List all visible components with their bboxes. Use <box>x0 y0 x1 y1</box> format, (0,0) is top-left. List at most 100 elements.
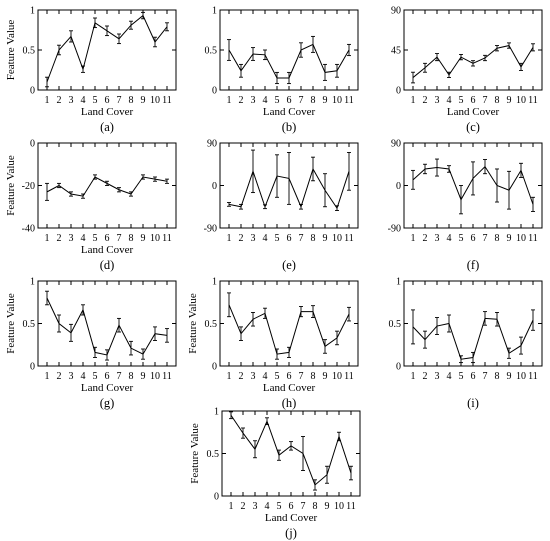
y-tick-label: 1 <box>30 6 35 17</box>
error-bar-11 <box>531 43 535 52</box>
x-tick-label: 9 <box>325 501 330 512</box>
x-tick-label: 4 <box>263 233 268 244</box>
x-tick-label: 7 <box>299 95 304 106</box>
y-axis-label: Feature Value <box>189 423 201 484</box>
x-tick-label: 4 <box>447 95 452 106</box>
y-tick-label: 0 <box>212 362 217 373</box>
error-bar-4 <box>447 71 451 79</box>
error-bar-4 <box>81 193 85 199</box>
x-tick-label: 11 <box>346 501 356 512</box>
x-tick-label: 2 <box>239 371 244 382</box>
error-bar-3 <box>69 30 73 43</box>
x-tick-label: 1 <box>227 95 232 106</box>
x-tick-label: 10 <box>150 233 160 244</box>
y-tick-label: 90 <box>207 139 217 150</box>
y-tick-label: 0 <box>396 86 401 97</box>
error-bar-2 <box>239 326 243 341</box>
x-tick-label: 6 <box>471 371 476 382</box>
error-bar-1 <box>45 290 49 306</box>
y-axis-label: Feature Value <box>187 293 199 354</box>
y-tick-label: 0.5 <box>23 46 36 57</box>
error-bar-9 <box>507 347 511 359</box>
y-tick-label: 90 <box>391 6 401 17</box>
x-tick-label: 1 <box>227 371 232 382</box>
series-line <box>46 297 168 356</box>
x-tick-label: 8 <box>495 233 500 244</box>
x-tick-label: 4 <box>81 371 86 382</box>
x-tick-label: 9 <box>141 371 146 382</box>
x-tick-label: 4 <box>81 95 86 106</box>
x-tick-label: 6 <box>471 233 476 244</box>
error-bar-11 <box>531 309 535 331</box>
error-bar-1 <box>45 76 49 88</box>
error-bar-5 <box>277 449 281 461</box>
x-tick-label: 9 <box>507 95 512 106</box>
error-bar-1 <box>411 309 415 345</box>
x-tick-label: 10 <box>150 371 160 382</box>
x-tick-label: 11 <box>344 95 354 106</box>
x-tick-label: 5 <box>93 95 98 106</box>
y-tick-label: 1 <box>30 277 35 288</box>
error-bar-5 <box>93 174 97 180</box>
error-bar-9 <box>323 63 327 81</box>
error-bar-11 <box>347 43 351 57</box>
x-tick-label: 5 <box>459 371 464 382</box>
x-tick-label: 1 <box>227 233 232 244</box>
x-tick-label: 2 <box>239 95 244 106</box>
y-tick-label: 1 <box>212 6 217 17</box>
x-tick-label: 5 <box>459 95 464 106</box>
x-tick-label: 1 <box>411 95 416 106</box>
panel-9: 00.511 2 3 4 5 6 7 8 9 10 11(i) <box>389 277 543 410</box>
error-bar-8 <box>495 45 499 52</box>
x-tick-label: 6 <box>105 371 110 382</box>
error-bar-10 <box>519 62 523 71</box>
error-bar-6 <box>287 151 291 205</box>
plot-frame <box>403 9 543 91</box>
x-tick-label: 3 <box>251 233 256 244</box>
y-tick-label: 45 <box>391 46 401 57</box>
x-axis-label: Land Cover <box>265 512 318 524</box>
x-tick-label: 6 <box>289 501 294 512</box>
error-bar-2 <box>57 314 61 333</box>
error-bar-8 <box>313 479 317 491</box>
x-tick-label: 1 <box>411 233 416 244</box>
error-bar-2 <box>241 427 245 439</box>
y-tick-label: 90 <box>391 139 401 150</box>
x-tick-label: 8 <box>495 95 500 106</box>
panel-label: (i) <box>467 396 479 410</box>
error-bar-5 <box>459 53 463 61</box>
y-tick-label: 0 <box>212 86 217 97</box>
x-tick-label: 6 <box>287 371 292 382</box>
error-bar-6 <box>105 349 109 361</box>
error-bar-4 <box>265 417 269 426</box>
x-tick-label: 11 <box>344 233 354 244</box>
x-tick-label: 1 <box>411 371 416 382</box>
error-bar-4 <box>81 304 85 316</box>
x-tick-label: 6 <box>287 95 292 106</box>
error-bar-3 <box>435 317 439 335</box>
y-tick-label: 0.5 <box>207 449 220 460</box>
x-tick-label: 7 <box>483 95 488 106</box>
panel-label: (a) <box>100 120 114 134</box>
y-tick-label: -90 <box>204 224 217 235</box>
x-tick-label: 9 <box>323 95 328 106</box>
x-tick-label: 11 <box>162 371 172 382</box>
x-tick-label: 5 <box>275 371 280 382</box>
x-tick-label: 3 <box>435 233 440 244</box>
error-bar-6 <box>287 346 291 358</box>
error-bar-7 <box>117 33 121 45</box>
x-tick-label: 8 <box>311 95 316 106</box>
y-tick-label: 1 <box>214 407 219 418</box>
y-tick-label: 0.5 <box>205 46 218 57</box>
error-bar-1 <box>411 71 415 84</box>
x-tick-label: 5 <box>275 233 280 244</box>
x-tick-label: 7 <box>117 233 122 244</box>
error-bar-5 <box>275 348 279 360</box>
error-bar-6 <box>471 60 475 67</box>
error-bar-5 <box>459 355 463 364</box>
error-bar-5 <box>275 71 279 85</box>
x-tick-label: 4 <box>263 95 268 106</box>
error-bar-11 <box>165 178 169 184</box>
x-axis-label: Land Cover <box>81 244 134 256</box>
